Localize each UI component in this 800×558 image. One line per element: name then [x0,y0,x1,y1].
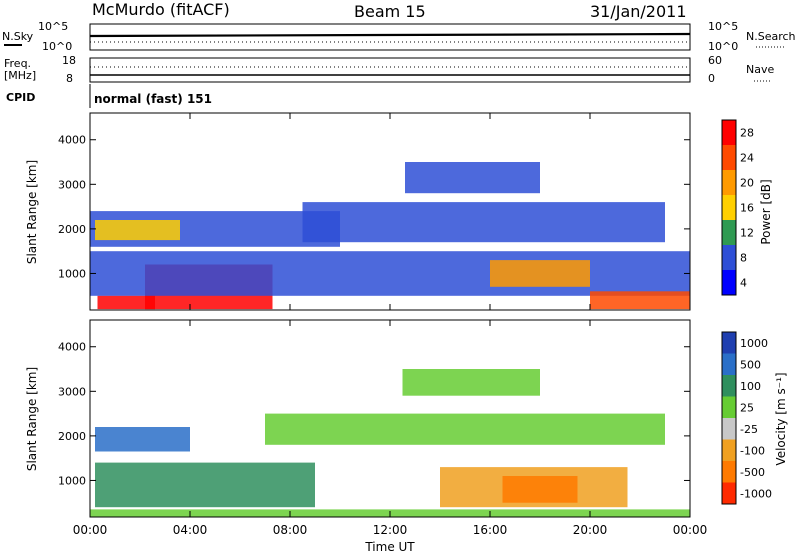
velocity-echo-band-3 [402,369,540,396]
velocity-colorbar-frame [721,331,737,505]
date-title: 31/Jan/2011 [590,2,687,21]
power-colorbar-tick-3: 16 [740,202,754,215]
velocity-colorbar-swatch-4 [722,418,736,440]
freq-tick-bottom: 8 [66,72,73,85]
xtick-label-1: 04:00 [173,523,208,537]
power-colorbar-tick-2: 20 [740,177,754,190]
power-ytick-label-3: 4000 [58,134,86,147]
velocity-colorbar-swatch-0 [722,332,736,354]
velocity-colorbar-swatch-2 [722,375,736,397]
velocity-panel: 1000 2000 3000 4000 Slant Range [km] 1000 50… [25,319,788,518]
power-panel: 1000 2000 3000 4000 Slant Range [km] 28 24 20… [25,112,773,311]
nsky-panel: N.Sky 10^5 10^0 10^5 10^0 N.Search [2,20,796,53]
freq-label: Freq. [4,57,31,70]
nsky-label: N.Sky [2,30,34,43]
time-xlabel: Time UT [364,540,415,554]
velocity-colorbar-swatch-3 [722,396,736,419]
velocity-colorbar-tick-4: -25 [740,423,758,436]
velocity-colorbar-tick-1: 500 [740,358,761,371]
power-colorbar-swatch-2 [722,170,736,196]
power-echo-band-8 [590,291,690,310]
velocity-y-axis: 1000 2000 3000 4000 [58,341,690,487]
power-echo-band-4 [95,220,180,241]
freq-tick-top: 18 [62,54,76,67]
velocity-colorbar-swatch-1 [722,353,736,376]
velocity-ytick-label-1: 2000 [58,430,86,443]
power-echo-band-0 [97,295,155,310]
power-colorbar-swatch-6 [722,270,736,296]
velocity-ytick-label-2: 3000 [58,385,86,398]
power-colorbar-swatch-1 [722,145,736,171]
power-colorbar-label: Power [dB] [759,179,773,244]
nave-tick-bottom: 0 [708,72,715,85]
velocity-echo-band-2 [265,413,665,445]
power-colorbar-tick-6: 4 [740,277,747,290]
velocity-colorbar-label: Velocity [m s⁻¹] [774,372,788,465]
nsky-tick-top: 10^5 [38,20,68,33]
velocity-colorbar-swatch-7 [722,482,736,505]
velocity-colorbar-tick-2: 100 [740,380,761,393]
velocity-colorbar-tick-7: -1000 [740,487,772,500]
power-y-axis: 1000 2000 3000 4000 [58,134,690,280]
nsearch-label: N.Search [746,30,796,43]
power-colorbar-swatch-3 [722,195,736,221]
xtick-label-0: 00:00 [73,523,108,537]
xtick-label-3: 12:00 [373,523,408,537]
nsky-tick-bottom: 10^0 [42,40,72,53]
station-title: McMurdo (fitACF) [92,0,230,19]
power-echo-band-7 [490,260,590,287]
velocity-colorbar-tick-6: -500 [740,466,765,479]
velocity-colorbar-tick-0: 1000 [740,337,768,350]
velocity-echo-band-0 [95,462,315,508]
nsearch-tick-top: 10^5 [708,20,738,33]
power-colorbar: 28 24 20 16 12 8 4 [721,119,754,296]
velocity-echo-band-1 [95,427,190,452]
nsearch-tick-bottom: 10^0 [708,40,738,53]
power-ytick-label-1: 2000 [58,223,86,236]
power-colorbar-frame [721,119,737,296]
power-colorbar-swatch-5 [722,245,736,271]
power-ylabel: Slant Range [km] [25,160,39,264]
power-echo-band-2 [90,251,690,296]
power-colorbar-tick-0: 28 [740,127,754,140]
xtick-label-6: 00:00 [673,523,708,537]
cpid-label: CPID [6,91,35,104]
xtick-label-4: 16:00 [473,523,508,537]
velocity-echo-band-5 [502,476,578,503]
power-colorbar-tick-4: 12 [740,227,754,240]
beam-title: Beam 15 [354,2,426,21]
power-echo-band-6 [405,162,540,194]
power-ytick-label-2: 3000 [58,178,86,191]
freq-panel: Freq. [MHz] 18 8 60 0 Nave [4,54,774,85]
velocity-ytick-label-3: 4000 [58,341,86,354]
nave-label: Nave [746,63,774,76]
freq-unit: [MHz] [4,69,36,82]
power-bands [90,162,690,310]
power-colorbar-swatch-4 [722,220,736,246]
velocity-ylabel: Slant Range [km] [25,367,39,471]
xtick-label-5: 20:00 [573,523,608,537]
power-colorbar-swatch-0 [722,120,736,146]
velocity-bands [90,369,690,517]
power-echo-band-5 [302,202,665,243]
velocity-colorbar-swatch-5 [722,439,736,462]
power-colorbar-tick-5: 8 [740,252,747,265]
cpid-value: normal (fast) 151 [94,92,212,106]
velocity-colorbar: 1000 500 100 25 -25 -100 -500 -1000 [721,331,772,505]
nsky-frame [89,23,691,51]
xtick-label-2: 08:00 [273,523,308,537]
velocity-colorbar-tick-3: 25 [740,401,754,414]
time-x-axis: 00:00 04:00 08:00 12:00 16:00 20:00 00:00 [73,113,708,537]
velocity-colorbar-swatch-6 [722,461,736,483]
velocity-colorbar-tick-5: -100 [740,444,765,457]
nave-tick-top: 60 [708,54,722,67]
velocity-ytick-label-0: 1000 [58,474,86,487]
nsky-trace [89,32,691,38]
power-colorbar-tick-1: 24 [740,152,754,165]
freq-frame [89,57,691,83]
power-ytick-label-0: 1000 [58,267,86,280]
